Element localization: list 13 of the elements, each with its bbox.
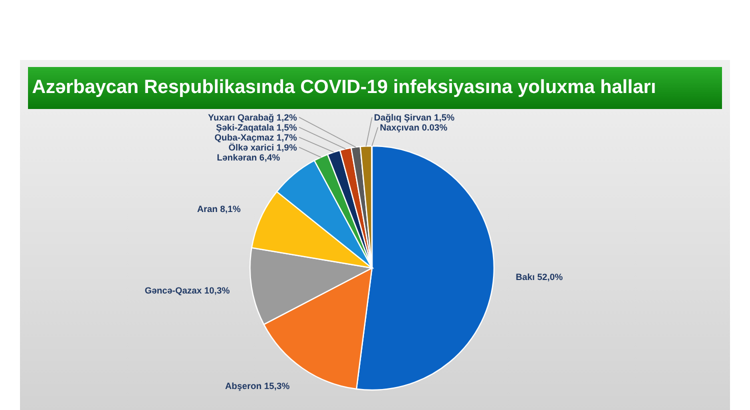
slice-label: Quba-Xaçmaz 1,7%: [214, 132, 297, 142]
slice-label: Dağlıq Şirvan 1,5%: [374, 112, 455, 122]
slice-label: Yuxarı Qarabağ 1,2%: [208, 112, 297, 122]
slice-label: Ölkə xarici 1,9%: [228, 142, 297, 152]
slice-label: Naxçıvan 0.03%: [380, 122, 448, 132]
slice-label: Bakı 52,0%: [516, 272, 563, 282]
slice-label: Lənkəran 6,4%: [216, 152, 280, 162]
slice-label: Abşeron 15,3%: [225, 381, 290, 392]
title-banner: Azərbaycan Respublikasında COVID-19 infeksiyasına yoluxma halları: [28, 67, 722, 109]
slice-label: Şəki-Zaqatala 1,5%: [216, 122, 297, 132]
slice-label: Gəncə-Qazax 10,3%: [144, 286, 230, 296]
chart-title: Azərbaycan Respublikasında COVID-19 infeksiyasına yoluxma halları: [32, 77, 656, 99]
slice-label: Aran 8,1%: [197, 204, 241, 214]
